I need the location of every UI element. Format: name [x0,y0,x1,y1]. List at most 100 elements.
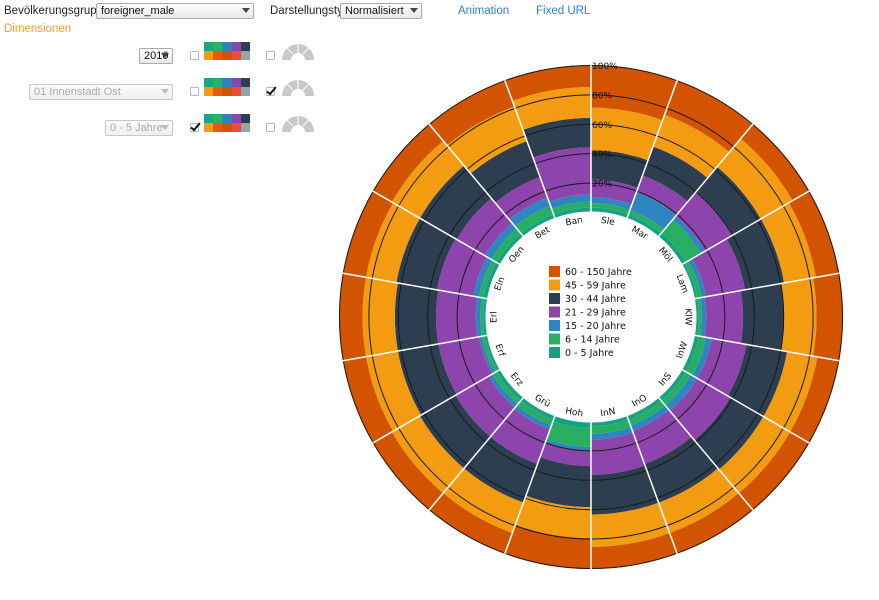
chart-segment[interactable] [365,351,422,432]
chart-segment[interactable] [738,431,810,511]
chart-segment[interactable] [591,65,678,121]
chart-segment[interactable] [692,238,746,297]
dimensions-link[interactable]: Dimensionen [4,23,72,35]
group-select[interactable]: foreigner_male [96,3,254,19]
age-select[interactable]: 0 - 5 Jahre [105,120,173,136]
chart-segment[interactable] [492,371,521,405]
chart-segment[interactable] [491,228,521,263]
chart-segment[interactable] [591,179,638,205]
animation-link[interactable]: Animation [458,5,510,17]
chart-segment[interactable] [760,202,817,283]
chart-segment[interactable] [704,290,744,344]
chart-segment[interactable] [718,416,791,494]
chart-segment[interactable] [658,468,739,534]
chart-segment[interactable] [488,373,518,408]
chart-segment[interactable] [591,197,632,211]
chart-segment[interactable] [365,202,420,283]
chart-segment[interactable] [520,214,556,237]
chart-segment[interactable] [339,273,366,361]
chart-segment[interactable] [717,138,793,219]
color-palette-icon[interactable] [204,78,250,96]
chart-segment[interactable] [391,140,464,219]
chart-segment[interactable] [504,524,591,569]
chart-segment[interactable] [688,258,706,298]
chart-segment[interactable] [496,369,524,401]
chart-segment[interactable] [522,117,591,158]
chart-segment[interactable] [480,297,485,337]
chart-segment[interactable] [455,376,516,437]
color-palette-icon[interactable] [204,114,250,132]
chart-segment[interactable] [591,432,646,475]
chart-segment[interactable] [740,123,810,201]
fixed-url-link[interactable]: Fixed URL [536,5,591,17]
chart-segment[interactable] [436,238,488,297]
chart-segment[interactable] [591,107,663,161]
chart-segment[interactable] [628,210,665,234]
color-palette-icon[interactable] [204,42,250,60]
chart-segment[interactable] [591,419,631,434]
district-palette-checkbox[interactable] [190,87,199,96]
district-gauge-checkbox[interactable] [266,87,275,96]
chart-segment[interactable] [549,194,591,209]
chart-segment[interactable] [672,216,705,254]
chart-segment[interactable] [532,147,591,202]
chart-segment[interactable] [515,495,591,539]
chart-segment[interactable] [727,344,788,417]
chart-segment[interactable] [514,405,552,430]
chart-segment[interactable] [813,273,843,361]
chart-segment[interactable] [540,443,591,467]
age-palette-checkbox[interactable] [190,123,199,132]
chart-segment[interactable] [661,219,702,263]
half-donut-icon[interactable] [280,114,316,132]
chart-segment[interactable] [692,337,712,379]
chart-segment[interactable] [481,335,498,373]
chart-segment[interactable] [473,257,493,298]
chart-segment[interactable] [342,356,394,443]
chart-segment[interactable] [788,191,840,278]
chart-segment[interactable] [781,277,817,357]
chart-segment[interactable] [696,166,761,236]
type-select[interactable]: Normalisiert [340,3,422,19]
chart-segment[interactable] [694,298,699,336]
chart-segment[interactable] [372,431,444,511]
chart-segment[interactable] [628,400,666,426]
chart-segment[interactable] [675,191,733,252]
chart-segment[interactable] [700,296,707,338]
chart-segment[interactable] [694,397,764,470]
chart-segment[interactable] [644,436,719,503]
district-select[interactable]: 01 Innenstadt Ost [29,84,173,100]
age-gauge-checkbox[interactable] [266,123,275,132]
chart-segment[interactable] [443,468,524,534]
chart-segment[interactable] [626,214,662,237]
chart-segment[interactable] [495,176,548,220]
chart-segment[interactable] [697,297,702,337]
chart-segment[interactable] [685,335,706,376]
chart-segment[interactable] [551,201,591,215]
chart-segment[interactable] [394,282,439,352]
chart-segment[interactable] [372,123,444,203]
chart-segment[interactable] [516,400,554,426]
half-donut-icon[interactable] [280,78,316,96]
chart-segment[interactable] [661,371,691,406]
chart-segment[interactable] [478,336,495,374]
chart-segment[interactable] [591,203,630,215]
chart-segment[interactable] [490,408,551,465]
chart-segment[interactable] [470,140,541,203]
chart-segment[interactable] [456,198,513,256]
chart-segment[interactable] [545,439,591,452]
year-palette-checkbox[interactable] [190,51,199,60]
chart-segment[interactable] [509,197,551,227]
chart-segment[interactable] [763,351,818,432]
chart-segment[interactable] [475,296,482,338]
chart-segment[interactable] [636,175,688,216]
chart-segment[interactable] [665,374,698,411]
year-select[interactable]: 2010 [139,48,173,64]
chart-segment[interactable] [553,415,591,428]
chart-segment[interactable] [697,338,747,396]
chart-segment[interactable] [684,260,702,299]
chart-segment[interactable] [664,80,753,153]
chart-segment[interactable] [790,356,840,443]
chart-segment[interactable] [429,80,515,146]
chart-segment[interactable] [632,409,692,465]
chart-segment[interactable] [629,192,677,230]
